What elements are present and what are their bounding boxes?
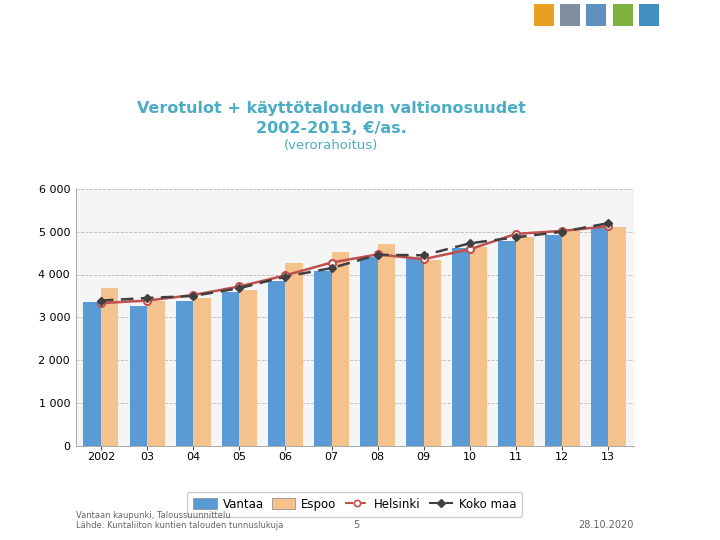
Text: Verotulot + käyttötalouden valtionosuudet: Verotulot + käyttötalouden valtionosuude… xyxy=(137,100,526,116)
Line: Helsinki: Helsinki xyxy=(97,222,612,307)
Helsinki xyxy=(374,251,382,258)
Helsinki xyxy=(96,300,105,306)
Bar xyxy=(498,241,516,446)
Text: 5: 5 xyxy=(354,520,359,530)
Bar xyxy=(314,271,331,446)
Text: (verorahoitus): (verorahoitus) xyxy=(284,139,379,152)
Koko maa xyxy=(96,298,105,304)
Koko maa xyxy=(420,252,428,259)
Text: 28.10.2020: 28.10.2020 xyxy=(578,520,634,530)
Bar xyxy=(360,258,378,446)
Bar xyxy=(193,298,211,446)
Helsinki xyxy=(466,246,474,253)
Bar xyxy=(452,248,470,446)
Bar xyxy=(101,288,119,446)
Bar xyxy=(176,301,193,446)
Bar xyxy=(268,281,285,446)
Bar xyxy=(378,244,395,446)
Helsinki xyxy=(327,259,336,266)
Bar xyxy=(608,227,626,446)
Bar xyxy=(222,292,239,446)
Koko maa xyxy=(466,240,474,247)
Koko maa xyxy=(558,228,567,235)
Koko maa xyxy=(235,285,243,292)
Bar xyxy=(331,252,349,446)
Text: 2002-2013, €/as.: 2002-2013, €/as. xyxy=(256,121,407,136)
Helsinki xyxy=(512,231,521,237)
Line: Koko maa: Koko maa xyxy=(98,220,611,303)
Koko maa xyxy=(374,252,382,258)
Bar xyxy=(562,230,580,446)
Bar xyxy=(516,237,534,446)
Koko maa xyxy=(281,273,289,280)
Koko maa xyxy=(189,293,197,299)
Bar xyxy=(285,264,303,446)
Bar xyxy=(130,306,147,446)
Bar xyxy=(470,247,487,446)
Helsinki xyxy=(143,298,151,304)
Helsinki xyxy=(558,228,567,234)
Bar xyxy=(84,302,101,446)
Koko maa xyxy=(143,295,151,301)
Bar xyxy=(424,260,441,446)
Bar xyxy=(147,301,165,446)
Helsinki xyxy=(604,223,613,230)
Bar xyxy=(239,290,257,446)
Helsinki xyxy=(281,272,289,279)
Bar xyxy=(406,258,424,446)
Koko maa xyxy=(327,265,336,271)
Helsinki xyxy=(189,292,197,298)
Koko maa xyxy=(604,220,613,226)
Bar xyxy=(544,235,562,446)
Legend: Vantaa, Espoo, Helsinki, Koko maa: Vantaa, Espoo, Helsinki, Koko maa xyxy=(187,492,522,517)
Text: Vantaan kaupunki, Taloussuunnittelu
Lähde: Kuntaliiton kuntien talouden tunnuslu: Vantaan kaupunki, Taloussuunnittelu Lähd… xyxy=(76,511,283,530)
Koko maa xyxy=(512,234,521,240)
Helsinki xyxy=(235,283,243,289)
Helsinki xyxy=(420,256,428,262)
Bar xyxy=(590,228,608,446)
